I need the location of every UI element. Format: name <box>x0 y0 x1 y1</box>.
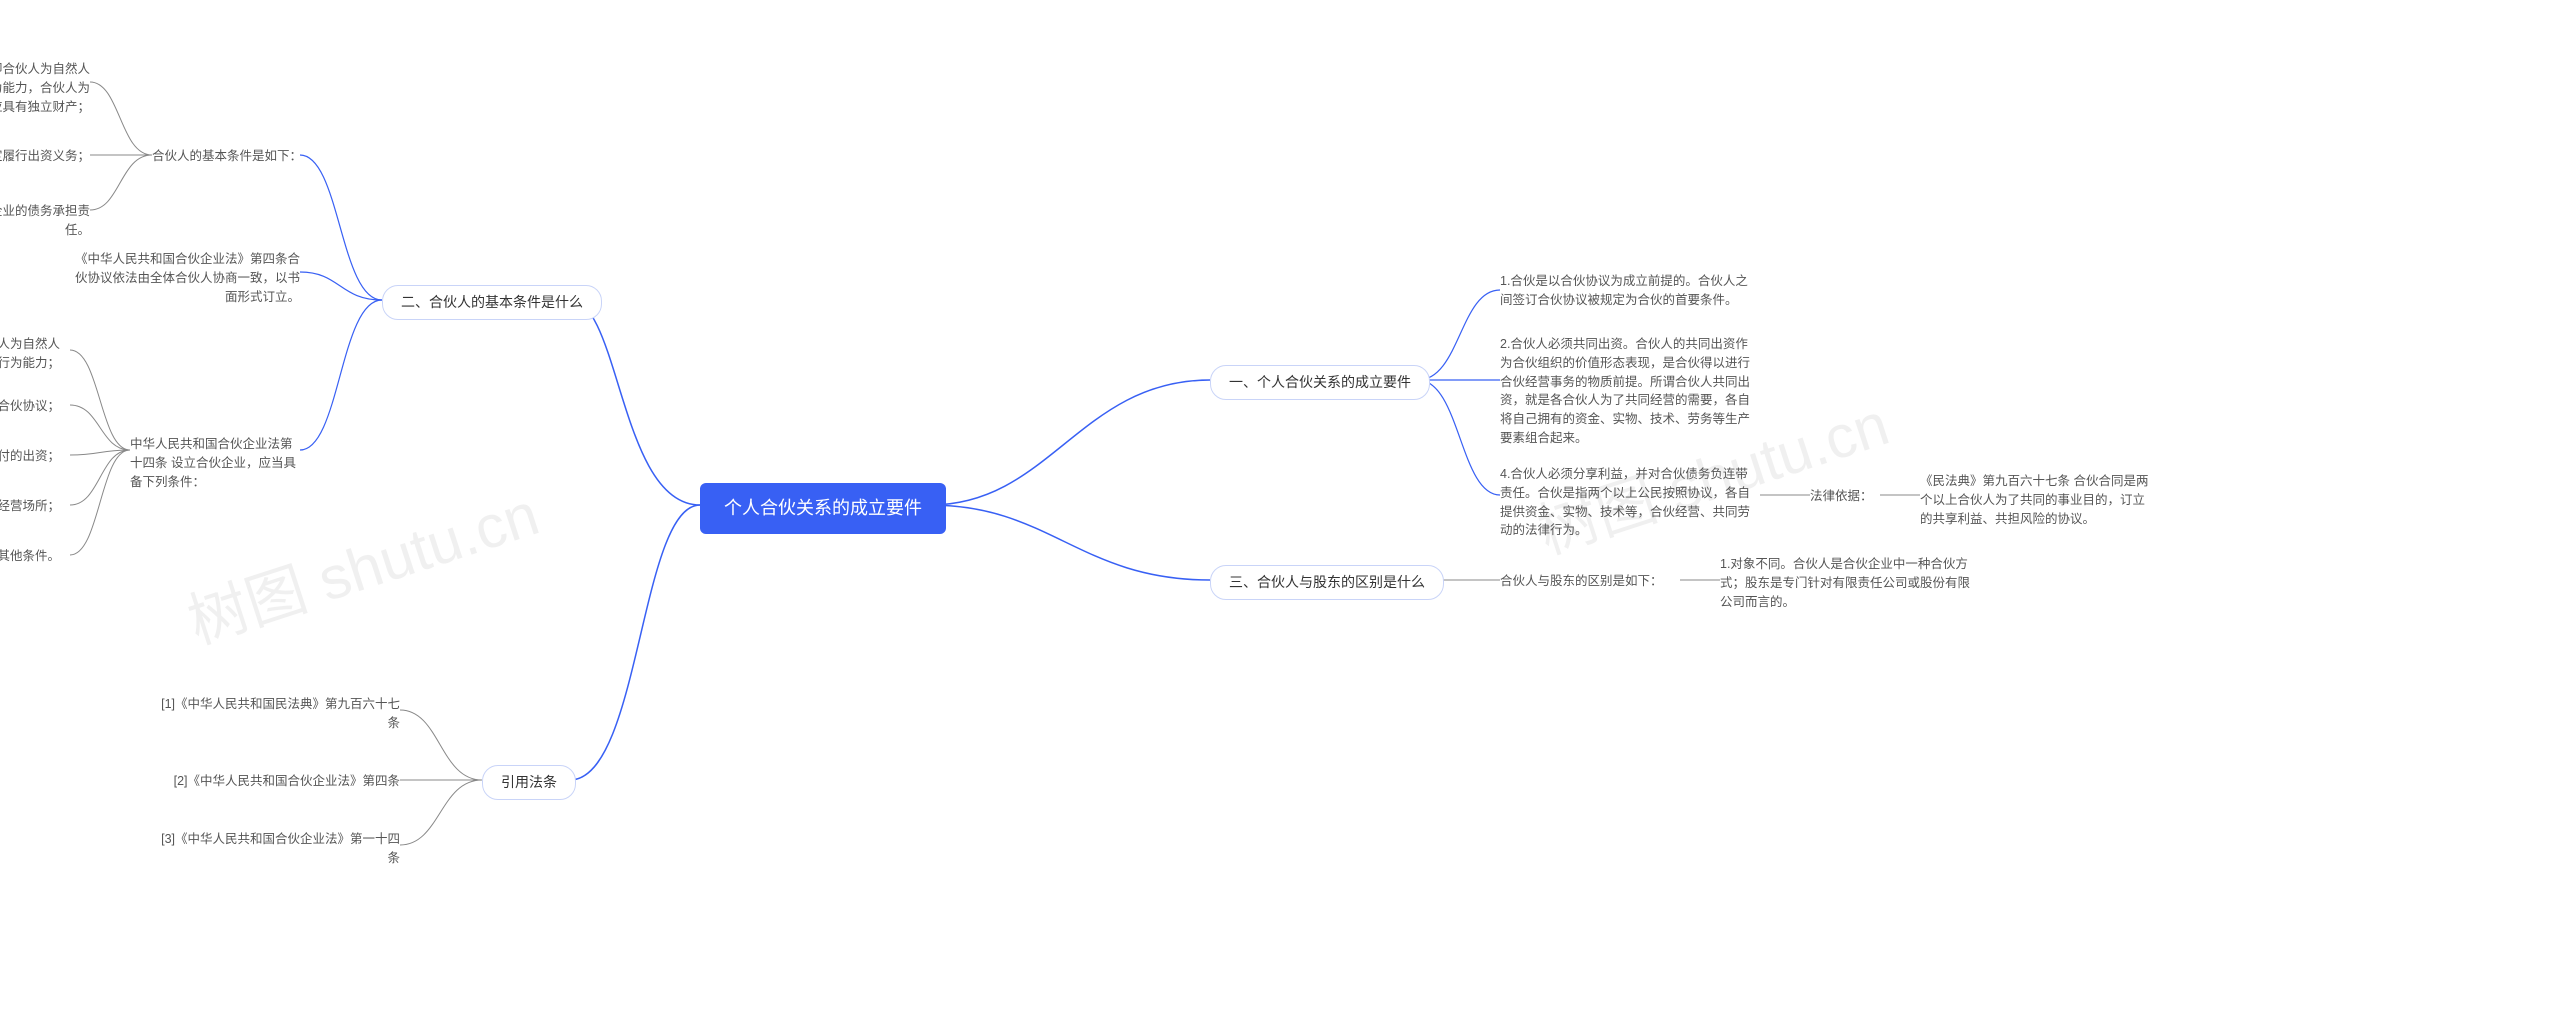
b2-sub1-item-1: 1.主体适格。主体适格即合伙人为自然人的，应具有相应的民事行为能力，合伙人为组织… <box>0 60 90 116</box>
b2-sub1-label: 合伙人的基本条件是如下： <box>152 147 302 166</box>
branch-conditions[interactable]: 二、合伙人的基本条件是什么 <box>382 285 602 320</box>
b2-sub3-item-2: （二）有书面合伙协议； <box>0 397 60 416</box>
b4-item-1: [1]《中华人民共和国民法典》第九百六十七条 <box>150 695 400 733</box>
b2-sub3-item-1: （一）有二个以上合伙人。合伙人为自然人的，应当具有完全民事行为能力； <box>0 335 60 373</box>
b1-item-2: 2.合伙人必须共同出资。合伙人的共同出资作为合伙组织的价值形态表现，是合伙得以进… <box>1500 335 1760 448</box>
b1-item-1: 1.合伙是以合伙协议为成立前提的。合伙人之间签订合伙协议被规定为合伙的首要条件。 <box>1500 272 1760 310</box>
b2-sub3-label: 中华人民共和国合伙企业法第十四条 设立合伙企业，应当具备下列条件： <box>130 435 300 491</box>
b3-sub-label: 合伙人与股东的区别是如下： <box>1500 572 1663 591</box>
b2-sub1-item-2: 2.能够按照合伙协议的约定履行出资义务； <box>0 147 90 166</box>
b1-law-text: 《民法典》第九百六十七条 合伙合同是两个以上合伙人为了共同的事业目的，订立的共享… <box>1920 472 2150 528</box>
branch-requirements[interactable]: 一、个人合伙关系的成立要件 <box>1210 365 1430 400</box>
b2-sub1-item-3: 3.能够以出资额对合伙企业的债务承担责任。 <box>0 202 90 240</box>
branch-citations[interactable]: 引用法条 <box>482 765 576 800</box>
b2-sub3-item-4: （四）有合伙企业的名称和生产经营场所； <box>0 497 60 516</box>
b1-law-label: 法律依据： <box>1810 487 1873 506</box>
b1-item-3: 4.合伙人必须分享利益，并对合伙债务负连带责任。合伙是指两个以上公民按照协议，各… <box>1500 465 1760 540</box>
root-node[interactable]: 个人合伙关系的成立要件 <box>700 483 946 534</box>
b3-item-1: 1.对象不同。合伙人是合伙企业中一种合伙方式；股东是专门针对有限责任公司或股份有… <box>1720 555 1970 611</box>
branch-difference[interactable]: 三、合伙人与股东的区别是什么 <box>1210 565 1444 600</box>
b2-sub3-item-3: （三）有合伙人认缴或者实际缴付的出资； <box>0 447 60 466</box>
b2-sub3-item-5: （五）法律、行政法规规定的其他条件。 <box>0 547 60 566</box>
b4-item-3: [3]《中华人民共和国合伙企业法》第一十四条 <box>150 830 400 868</box>
b2-sub2-text: 《中华人民共和国合伙企业法》第四条合伙协议依法由全体合伙人协商一致，以书面形式订… <box>70 250 300 306</box>
watermark: 树图 shutu.cn <box>175 466 548 661</box>
b4-item-2: [2]《中华人民共和国合伙企业法》第四条 <box>150 772 400 791</box>
